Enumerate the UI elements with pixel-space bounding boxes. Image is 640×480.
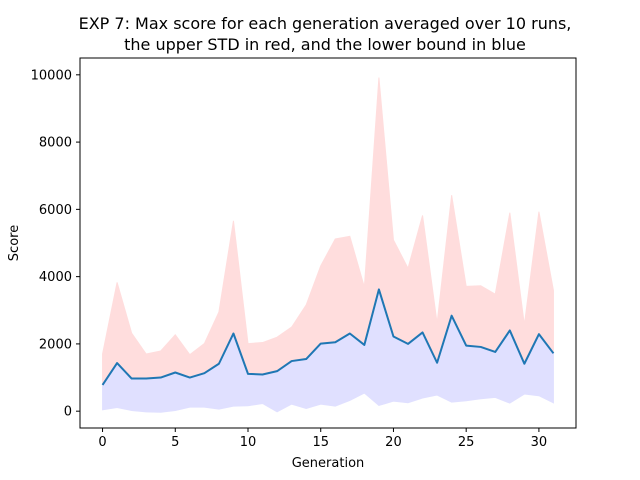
y-tick-label: 0 bbox=[64, 405, 72, 420]
upper-std-band bbox=[103, 78, 554, 385]
x-tick-label: 15 bbox=[312, 435, 329, 450]
y-axis-ticks: 0 2000 4000 6000 8000 10000 bbox=[31, 68, 80, 419]
x-tick-label: 20 bbox=[385, 435, 402, 450]
chart-title: EXP 7: Max score for each generation ave… bbox=[79, 14, 572, 33]
plot-area bbox=[103, 78, 554, 413]
x-tick-label: 25 bbox=[458, 435, 475, 450]
y-tick-label: 8000 bbox=[39, 136, 72, 151]
y-axis-label: Score bbox=[7, 225, 22, 261]
x-axis-ticks: 0 5 10 15 20 25 30 bbox=[98, 428, 547, 450]
x-tick-label: 10 bbox=[240, 435, 257, 450]
y-tick-label: 10000 bbox=[31, 68, 72, 83]
y-tick-label: 2000 bbox=[39, 337, 72, 352]
x-tick-label: 5 bbox=[171, 435, 179, 450]
y-tick-label: 6000 bbox=[39, 203, 72, 218]
chart-subtitle: the upper STD in red, and the lower boun… bbox=[124, 35, 526, 54]
x-tick-label: 0 bbox=[98, 435, 106, 450]
x-axis-label: Generation bbox=[292, 456, 365, 471]
x-tick-label: 30 bbox=[531, 435, 548, 450]
y-tick-label: 4000 bbox=[39, 270, 72, 285]
